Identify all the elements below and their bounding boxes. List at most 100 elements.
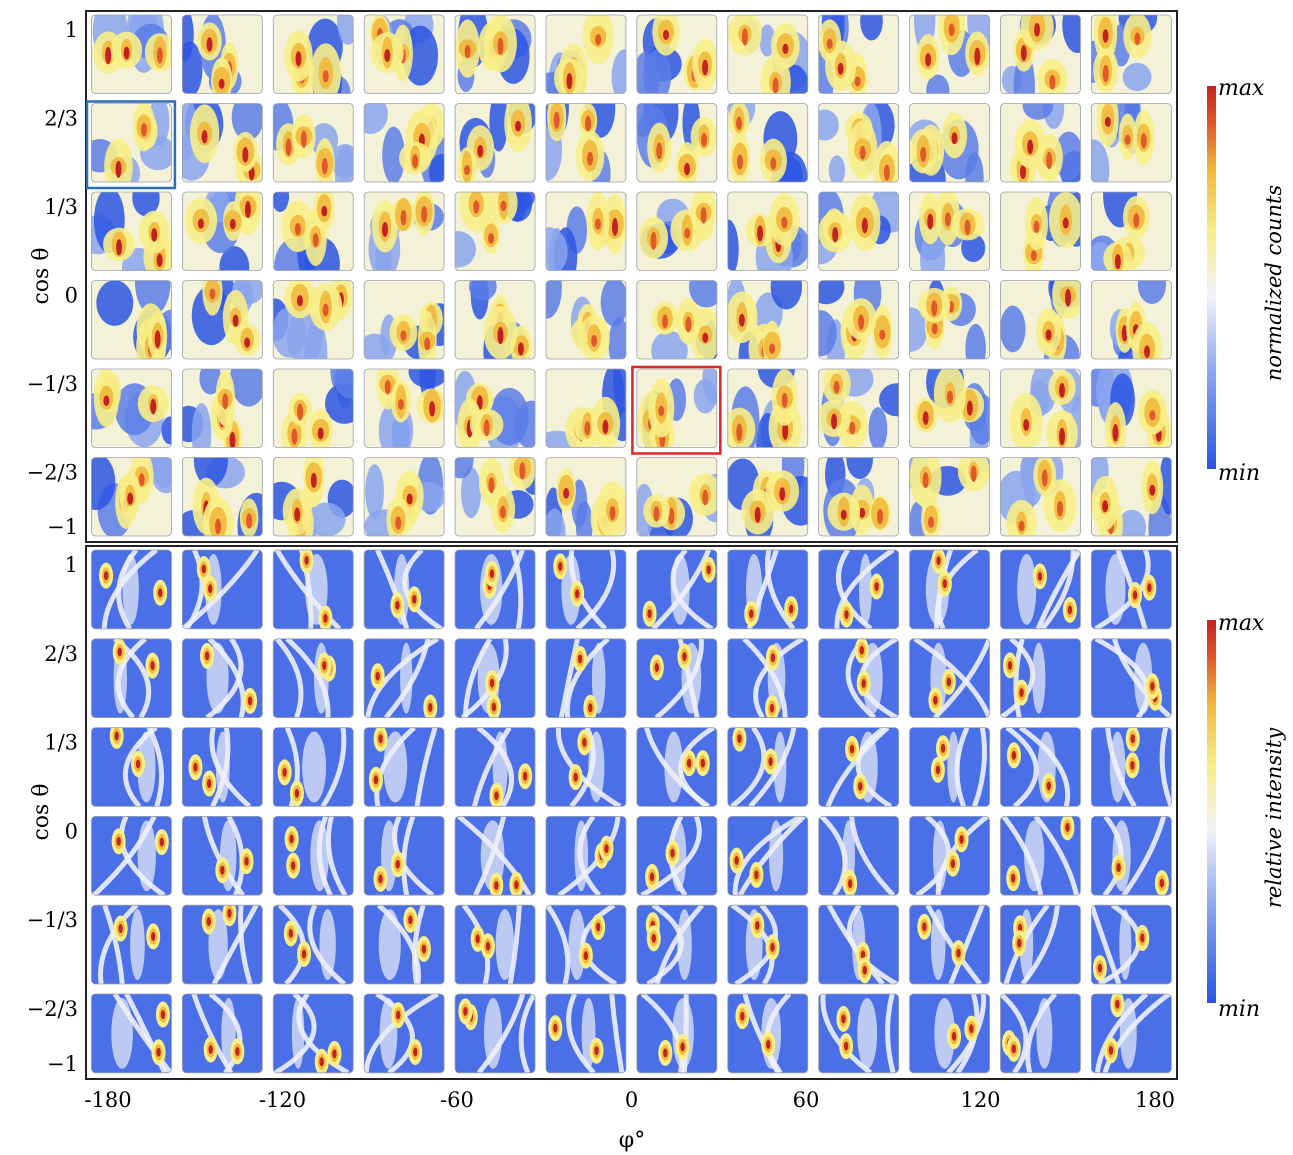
heatmap-tile: [91, 457, 172, 537]
heatmap-tile: [636, 457, 718, 537]
heatmap-tile: [1000, 816, 1081, 896]
heatmap-tile: [636, 727, 718, 807]
heatmap-tile: [363, 549, 445, 630]
heatmap-tile: [272, 280, 354, 360]
heatmap-tile: [545, 727, 627, 807]
y-ticks-top: 1 2/3 1/3 0 −1/3 −2/3 −1: [27, 18, 78, 539]
heatmap-tile: [454, 816, 536, 896]
highlight-box: [86, 100, 177, 190]
heatmap-tile: [1090, 457, 1172, 537]
heatmap-tile: [1090, 191, 1172, 271]
heatmap-tile: [909, 549, 990, 630]
panel-bottom-frame: [85, 545, 1178, 1080]
heatmap-tile: [545, 103, 627, 183]
heatmap-tile: [909, 904, 990, 985]
heatmap-tile: [1000, 14, 1081, 94]
x-axis-label: φ°: [619, 1128, 645, 1153]
y-tick-label: 1/3: [44, 195, 78, 219]
heatmap-tile: [363, 727, 445, 807]
heatmap-tile: [727, 457, 809, 537]
colorbar-top: max min normalized counts: [1207, 76, 1286, 486]
heatmap-tile: [1090, 103, 1172, 183]
heatmap-tile: [727, 103, 809, 183]
heatmap-tile: [636, 904, 718, 985]
heatmap-tile: [454, 103, 536, 183]
heatmap-tile: [454, 457, 536, 537]
heatmap-grid-bottom: [91, 549, 1172, 1074]
heatmap-tile: [91, 280, 172, 360]
heatmap-tile: [636, 14, 718, 94]
heatmap-tile: [454, 638, 536, 718]
x-tick-label: 180: [1135, 1088, 1175, 1112]
x-tick-label: 120: [960, 1088, 1000, 1112]
heatmap-tile: [363, 280, 445, 360]
heatmap-tile: [91, 993, 172, 1074]
heatmap-tile: [91, 904, 172, 985]
heatmap-tile: [454, 993, 536, 1074]
heatmap-tile: [545, 280, 627, 360]
heatmap-tile: [818, 280, 900, 360]
heatmap-tile: [909, 191, 990, 271]
heatmap-tile: [272, 191, 354, 271]
heatmap-tile: [272, 368, 354, 448]
heatmap-tile: [636, 993, 718, 1074]
heatmap-tile: [272, 457, 354, 537]
colorbar-bottom-max-label: max: [1218, 611, 1265, 636]
heatmap-tile: [909, 727, 990, 807]
heatmap-tile: [1000, 191, 1081, 271]
heatmap-tile: [545, 191, 627, 271]
heatmap-tile: [91, 103, 172, 183]
colorbar-bottom-title: relative intensity: [1262, 727, 1286, 908]
heatmap-tile: [727, 816, 809, 896]
heatmap-tile: [727, 368, 809, 448]
heatmap-tile: [363, 993, 445, 1074]
heatmap-tile: [727, 904, 809, 985]
heatmap-tile: [181, 549, 263, 630]
heatmap-tile: [909, 103, 990, 183]
heatmap-tile: [818, 457, 900, 537]
x-tick-label: 0: [625, 1088, 638, 1112]
y-tick-label: −1: [47, 1052, 78, 1076]
heatmap-tile: [363, 191, 445, 271]
heatmap-tile: [1090, 816, 1172, 896]
heatmap-tile: [91, 638, 172, 718]
heatmap-tile: [272, 638, 354, 718]
y-tick-label: −2/3: [27, 997, 78, 1021]
y-tick-label: 1: [65, 18, 78, 42]
y-tick-label: −1: [47, 515, 78, 539]
y-tick-label: −1/3: [27, 372, 78, 396]
heatmap-tile: [727, 549, 809, 630]
heatmap-tile: [545, 549, 627, 630]
heatmap-grid-top: [86, 14, 1172, 537]
heatmap-tile: [909, 14, 990, 94]
x-tick-label: -60: [440, 1088, 474, 1112]
heatmap-tile: [636, 103, 718, 183]
heatmap-tile: [181, 727, 263, 807]
heatmap-tile: [545, 638, 627, 718]
heatmap-tile: [909, 368, 990, 448]
heatmap-tile: [363, 638, 445, 718]
heatmap-tile: [454, 904, 536, 985]
heatmap-tile: [272, 904, 354, 985]
panel-top: 1 2/3 1/3 0 −1/3 −2/3 −1 cos θ max min normali…: [27, 10, 1286, 543]
heatmap-tile: [272, 14, 354, 94]
heatmap-tile: [363, 457, 445, 537]
heatmap-tile: [181, 191, 263, 271]
heatmap-tile: [818, 727, 900, 807]
heatmap-tile: [363, 368, 445, 448]
heatmap-tile: [1090, 280, 1172, 360]
y-tick-label: 1: [65, 553, 78, 577]
heatmap-tile: [1090, 368, 1172, 448]
y-axis-label-bottom: cos θ: [29, 783, 54, 840]
heatmap-tile: [818, 993, 900, 1074]
heatmap-tile: [636, 280, 718, 360]
heatmap-tile: [636, 816, 718, 896]
heatmap-tile: [454, 191, 536, 271]
heatmap-tile: [1000, 904, 1081, 985]
heatmap-tile: [91, 368, 172, 448]
heatmap-tile: [181, 816, 263, 896]
heatmap-tile: [727, 280, 809, 360]
highlight-box: [631, 365, 722, 455]
heatmap-tile: [818, 368, 900, 448]
